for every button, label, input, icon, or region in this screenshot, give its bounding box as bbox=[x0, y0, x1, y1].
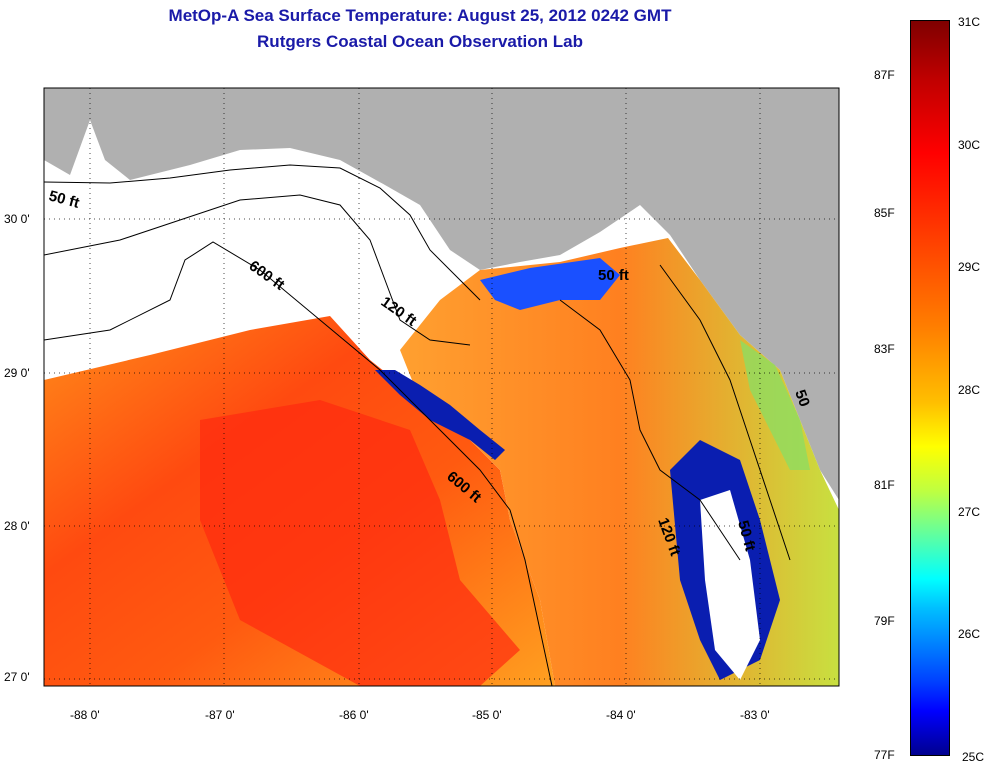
colorbar-f-label: 79F bbox=[874, 614, 895, 628]
cool-water-band bbox=[700, 490, 760, 680]
warm-core bbox=[200, 400, 520, 686]
isobath-contour bbox=[559, 299, 741, 561]
temperature-colorbar bbox=[910, 20, 950, 756]
map-title: MetOp-A Sea Surface Temperature: August … bbox=[168, 6, 672, 25]
cool-water-band bbox=[375, 370, 505, 460]
lat-label: 30 0' bbox=[4, 212, 30, 226]
colorbar-c-label: 26C bbox=[958, 627, 981, 641]
colorbar-c-label: 30C bbox=[958, 138, 981, 152]
map-frame bbox=[43, 87, 840, 687]
lat-label: 28 0' bbox=[4, 519, 30, 533]
colorbar-c-label: 29C bbox=[958, 260, 981, 274]
lon-label: -85 0' bbox=[472, 708, 502, 722]
cool-water-band bbox=[480, 258, 620, 310]
lon-label: -83 0' bbox=[740, 708, 770, 722]
isobath-contour bbox=[659, 264, 791, 561]
depth-label: 50 bbox=[791, 388, 813, 409]
lat-label: 27 0' bbox=[4, 670, 30, 684]
colorbar-f-label: 87F bbox=[874, 68, 895, 82]
map-subtitle: Rutgers Coastal Ocean Observation Lab bbox=[257, 32, 583, 51]
isobath-contour bbox=[44, 194, 471, 346]
lon-label: -84 0' bbox=[606, 708, 636, 722]
lat-label: 29 0' bbox=[4, 366, 30, 380]
isobath-contour bbox=[44, 164, 481, 301]
colorbar-c-label: 28C bbox=[958, 383, 981, 397]
lon-label: -88 0' bbox=[70, 708, 100, 722]
colorbar-f-label: 85F bbox=[874, 206, 895, 220]
colorbar-c-label: 31C bbox=[958, 15, 981, 29]
colorbar-c-label: 25C bbox=[962, 750, 985, 764]
colorbar-c-label: 27C bbox=[958, 505, 981, 519]
colorbar-f-label: 83F bbox=[874, 342, 895, 356]
lon-label: -87 0' bbox=[205, 708, 235, 722]
green-coastal bbox=[740, 340, 810, 470]
colorbar-f-label: 77F bbox=[874, 748, 895, 762]
colorbar-f-label: 81F bbox=[874, 478, 895, 492]
lon-label: -86 0' bbox=[339, 708, 369, 722]
isobath-contour bbox=[44, 241, 553, 686]
depth-label: 50 ft bbox=[598, 267, 629, 284]
